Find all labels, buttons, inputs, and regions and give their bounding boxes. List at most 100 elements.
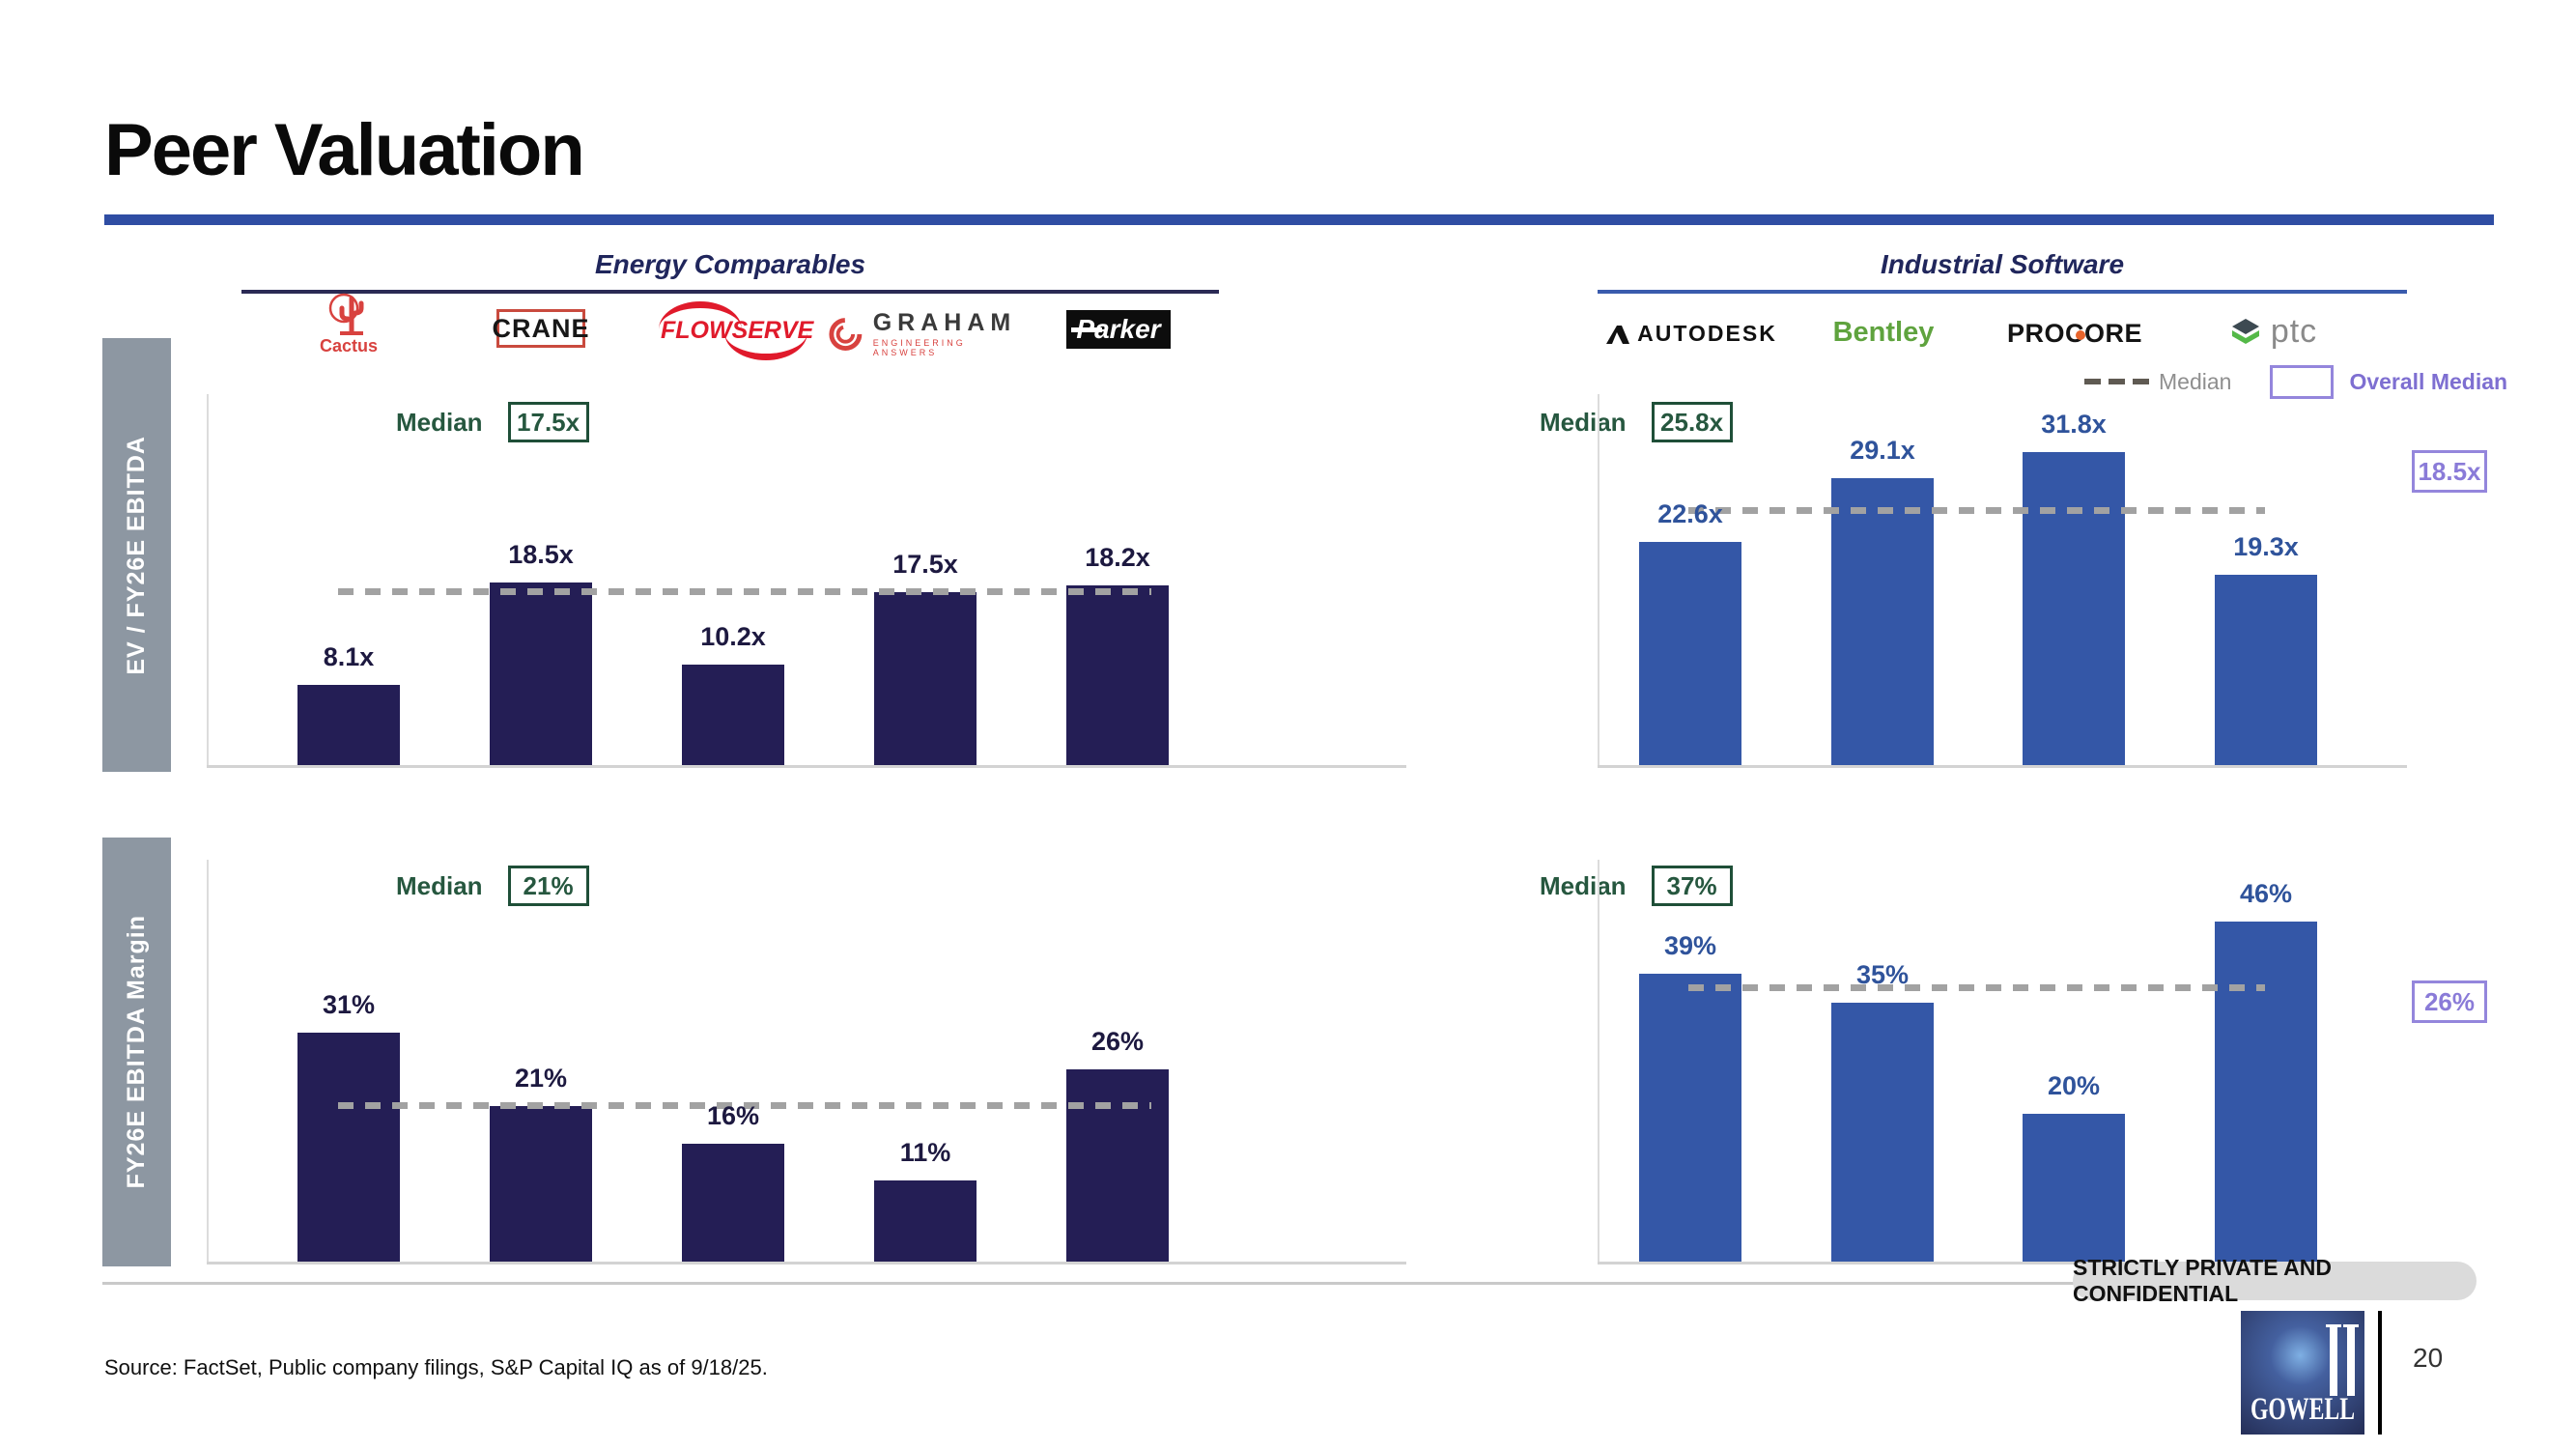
x-axis-ev-software (1598, 765, 2407, 768)
graham-wordmark: GRAHAM (872, 309, 1017, 336)
y-axis-margin-energy (207, 860, 209, 1264)
cactus-icon (328, 293, 364, 335)
logo-crane: CRANE (493, 309, 589, 348)
x-axis-ev-energy (207, 765, 1406, 768)
bar-value-label-margin-software-bentley: 35% (1855, 960, 1910, 989)
source-note: Source: FactSet, Public company filings,… (104, 1355, 768, 1379)
autodesk-wordmark: AUTODESK (1637, 321, 1777, 346)
bar-value-label-ev-energy-cactus: 8.1x (323, 642, 375, 671)
bar-value-label-margin-software-autodesk: 39% (1663, 931, 1717, 960)
bar-ev-software-procore (2023, 452, 2125, 765)
bar-margin-energy-cactus (297, 1033, 400, 1262)
logo-ptc: ptc (2220, 313, 2326, 351)
legend: Median Overall Median (2084, 364, 2508, 399)
bar-ev-energy-cactus (297, 685, 400, 765)
autodesk-mark-icon (1606, 325, 1630, 344)
row-label-ebitda-margin: FY26E EBITDA Margin (102, 838, 171, 1266)
median-chip-margin-software: Median 37% (1540, 866, 1733, 906)
bar-margin-energy-parker (1066, 1069, 1169, 1262)
median-chip-value: 17.5x (507, 402, 589, 442)
bar-value-label-margin-energy-parker: 26% (1090, 1027, 1145, 1056)
footer-divider (2378, 1311, 2382, 1435)
bar-value-label-ev-energy-graham: 17.5x (892, 550, 958, 579)
overall-median-value-margin: 26% (2412, 980, 2487, 1023)
bar-value-label-margin-energy-cactus: 31% (322, 990, 376, 1019)
bar-value-label-ev-software-procore: 31.8x (2041, 410, 2107, 439)
median-chip-ev-energy: Median 17.5x (396, 402, 589, 442)
median-dash-icon (2084, 379, 2101, 384)
median-dash-line-margin-energy (338, 1102, 1151, 1109)
y-axis-margin-software (1598, 860, 1599, 1264)
bar-ev-energy-graham (874, 592, 977, 765)
bar-margin-energy-crane (490, 1106, 592, 1262)
bar-margin-energy-graham (874, 1180, 977, 1262)
section-title-energy: Energy Comparables (594, 249, 866, 279)
title-accent-rule (104, 214, 2494, 225)
logo-flowserve: FLOWSERVE (659, 301, 813, 360)
bar-ev-software-bentley (1831, 478, 1934, 765)
logo-autodesk: AUTODESK (1601, 321, 1781, 347)
page-title: Peer Valuation (104, 109, 585, 191)
confidential-badge: STRICTLY PRIVATE AND CONFIDENTIAL (2073, 1255, 2477, 1306)
flowserve-arc-bottom-icon (724, 332, 807, 360)
logo-bentley: Bentley (1832, 317, 1935, 348)
logo-graham: GRAHAM ENGINEERING ANSWERS (827, 311, 1030, 357)
bar-margin-software-autodesk (1639, 974, 1741, 1262)
bar-margin-software-ptc (2215, 922, 2317, 1262)
logo-procore: PROCORE (1999, 319, 2150, 349)
section-rule-energy (241, 290, 1219, 294)
bar-ev-energy-flowserve (682, 665, 784, 765)
median-chip-ev-software: Median 25.8x (1540, 402, 1733, 442)
graham-swirl-icon (829, 318, 863, 351)
median-dash-line-margin-software (1688, 984, 2265, 991)
bar-value-label-margin-software-procore: 20% (2047, 1071, 2101, 1100)
bar-value-label-margin-energy-crane: 21% (514, 1064, 568, 1093)
logo-parker: Parker (1066, 310, 1171, 349)
flowserve-arc-top-icon (659, 301, 742, 329)
bar-ev-energy-parker (1066, 585, 1169, 765)
bar-value-label-margin-energy-flowserve: 16% (706, 1101, 760, 1130)
median-chip-label: Median (1540, 407, 1627, 437)
row-label-ev-ebitda: EV / FY26E EBITDA (102, 338, 171, 772)
section-title-software: Industrial Software (1880, 249, 2125, 279)
graham-tagline: ENGINEERING ANSWERS (872, 338, 966, 357)
bar-ev-energy-crane (490, 582, 592, 765)
bar-ev-software-ptc (2215, 575, 2317, 765)
bar-margin-software-bentley (1831, 1003, 1934, 1262)
bar-value-label-margin-software-ptc: 46% (2239, 879, 2293, 908)
median-chip-label: Median (1540, 870, 1627, 900)
legend-median-label: Median (2159, 368, 2232, 394)
median-chip-value: 25.8x (1651, 402, 1733, 442)
bar-value-label-ev-energy-parker: 18.2x (1085, 543, 1150, 572)
legend-overall-median-label: Overall Median (2349, 368, 2508, 394)
gowell-wordmark: GOWELL (2250, 1392, 2355, 1427)
y-axis-ev-energy (207, 394, 209, 767)
page-number: 20 (2413, 1343, 2444, 1373)
median-dash-icon (2109, 379, 2125, 384)
bar-margin-software-procore (2023, 1114, 2125, 1262)
row-label-text: EV / FY26E EBITDA (123, 435, 150, 675)
median-dash-line-ev-software (1688, 507, 2265, 514)
x-axis-margin-energy (207, 1262, 1406, 1264)
bar-value-label-ev-software-autodesk: 22.6x (1657, 499, 1723, 528)
bar-value-label-ev-energy-flowserve: 10.2x (700, 622, 766, 651)
gowell-logo: GOWELL (2241, 1311, 2364, 1435)
parker-wordmark: Parker (1076, 314, 1161, 344)
bar-margin-energy-flowserve (682, 1144, 784, 1262)
bar-value-label-ev-software-ptc: 19.3x (2233, 532, 2299, 561)
median-dash-line-ev-energy (338, 588, 1151, 595)
bar-value-label-ev-energy-crane: 18.5x (508, 540, 574, 569)
footer-separator (102, 1282, 2473, 1285)
median-chip-label: Median (396, 870, 483, 900)
bar-ev-software-autodesk (1639, 542, 1741, 765)
bar-value-label-margin-energy-graham: 11% (899, 1138, 951, 1167)
ptc-cube-icon (2231, 318, 2259, 344)
ptc-wordmark: ptc (2270, 313, 2318, 350)
median-chip-value: 37% (1651, 866, 1733, 906)
row-label-text: FY26E EBITDA Margin (123, 915, 150, 1189)
median-dash-icon (2133, 379, 2149, 384)
overall-median-box-icon (2270, 364, 2335, 399)
logo-cactus: Cactus (310, 292, 387, 356)
bar-value-label-ev-software-bentley: 29.1x (1850, 436, 1915, 465)
